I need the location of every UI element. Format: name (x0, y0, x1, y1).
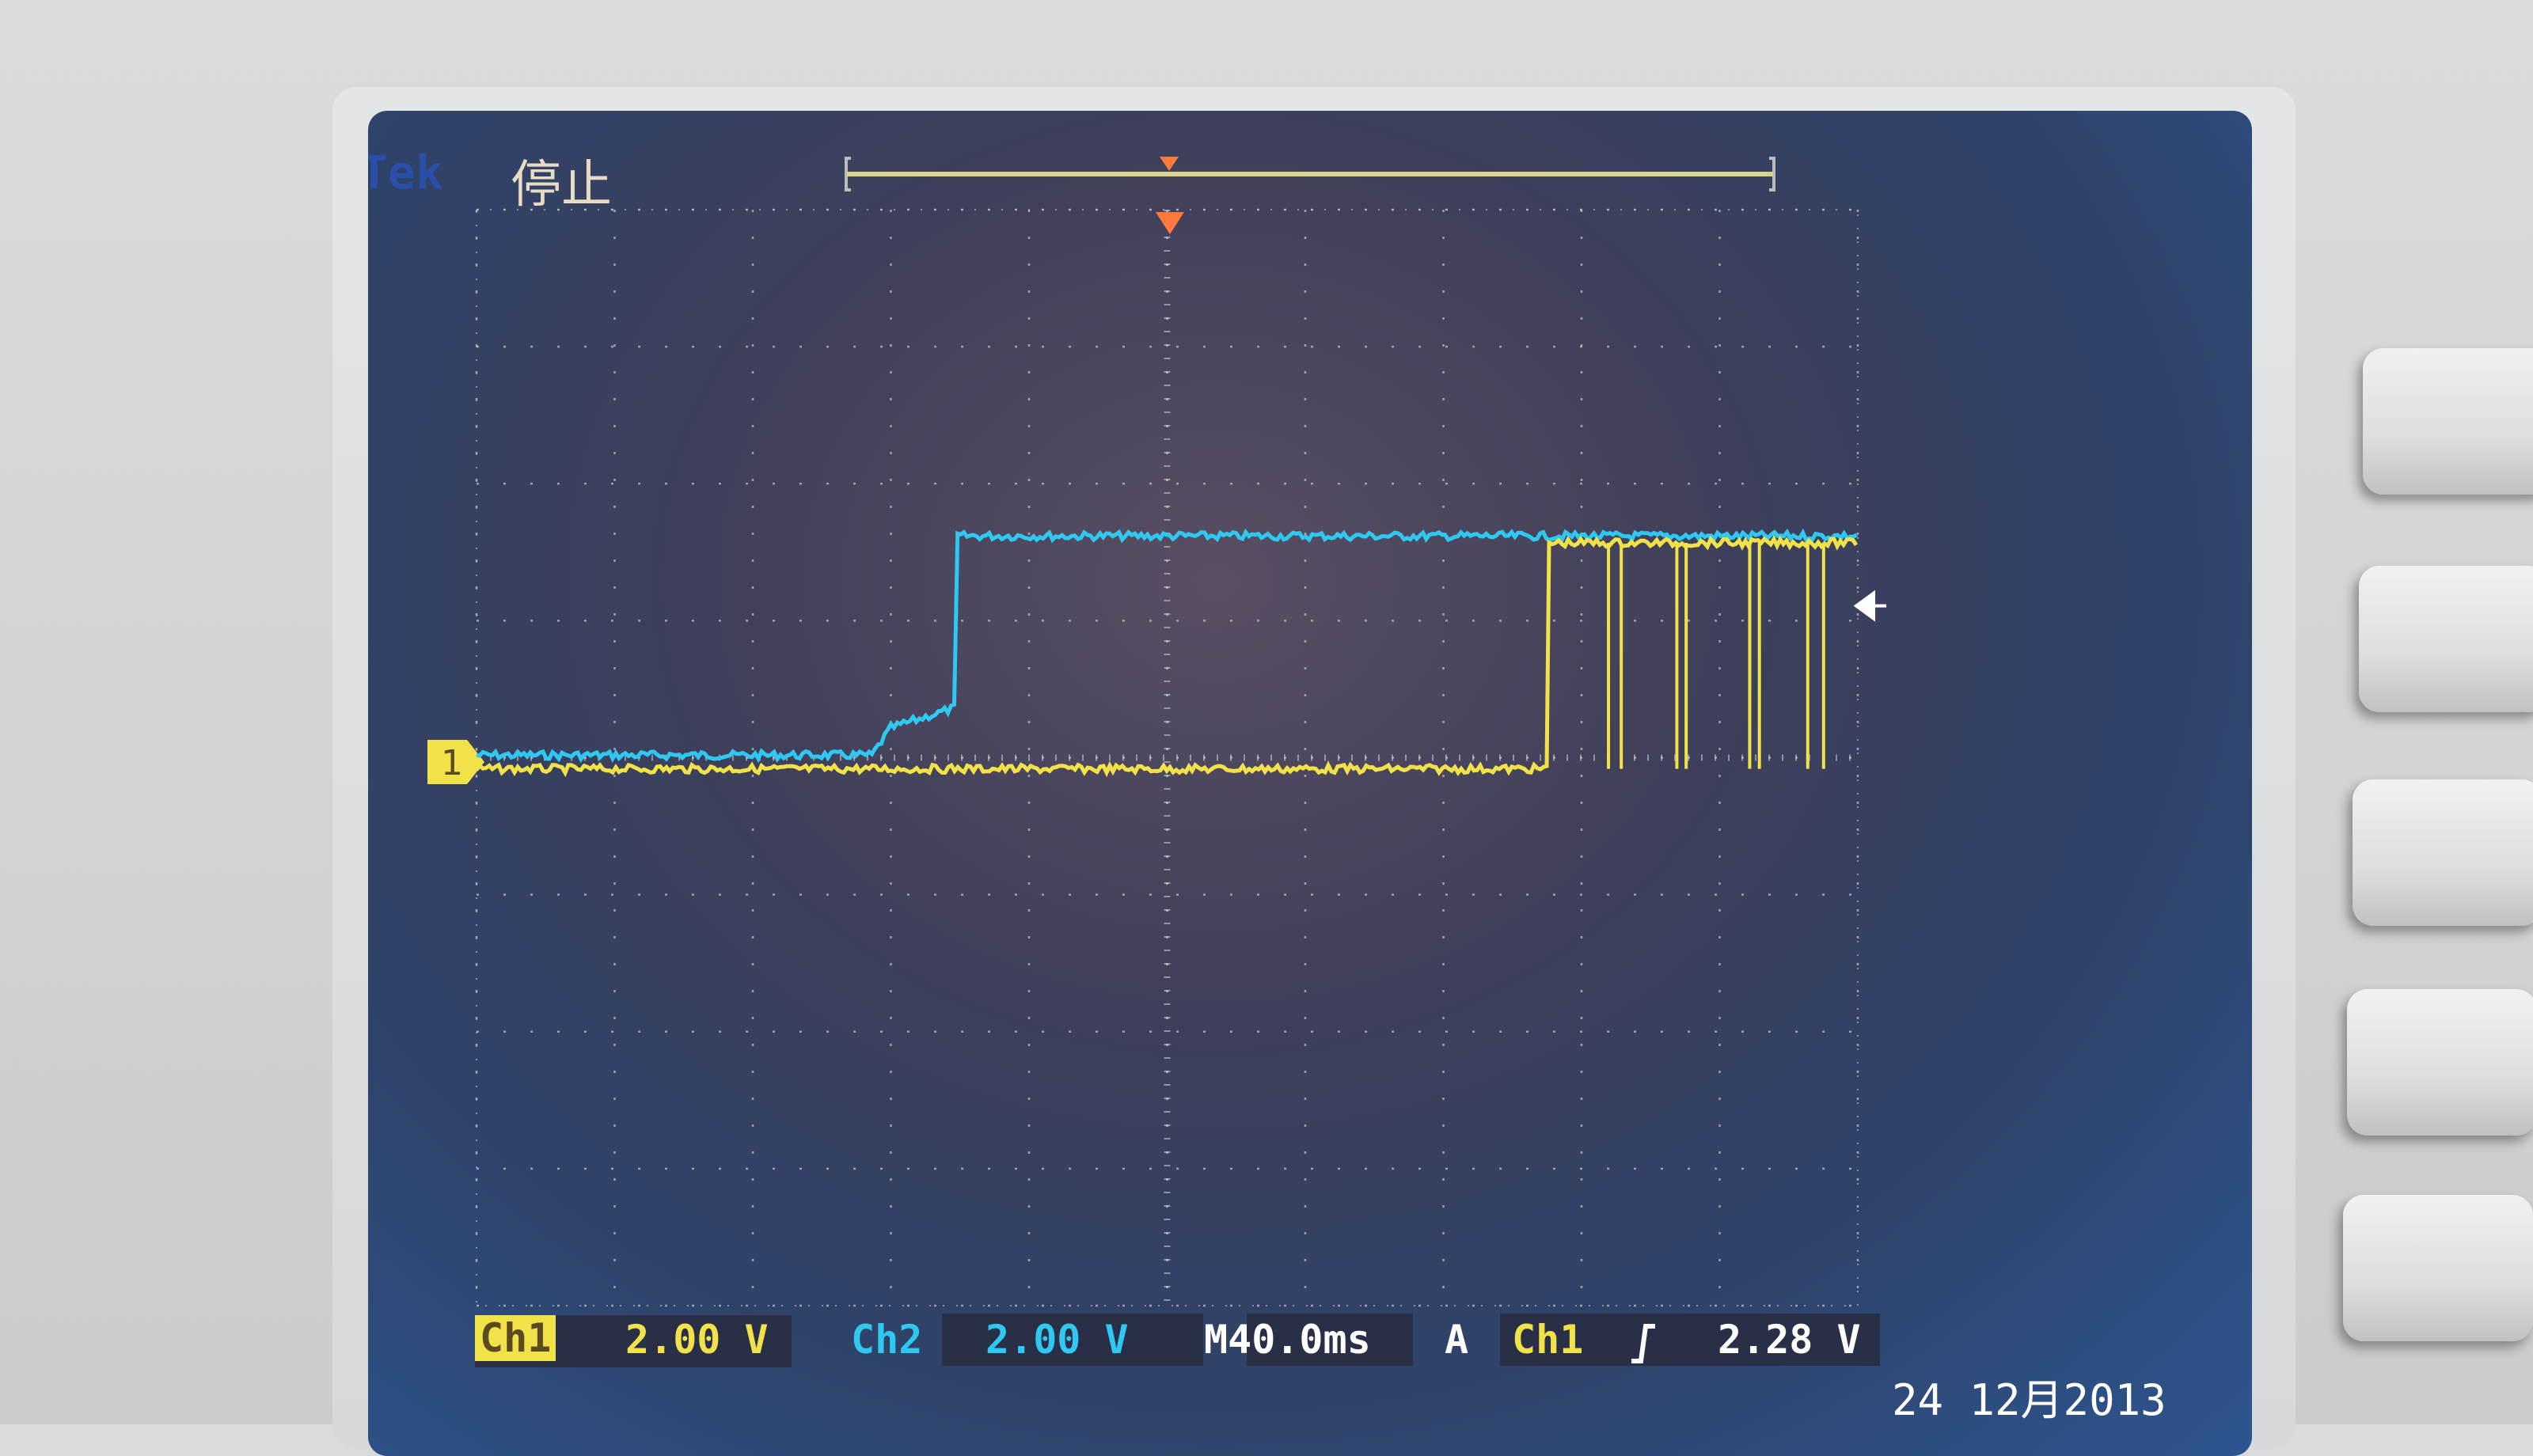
ch2-label[interactable]: Ch2 (851, 1317, 923, 1363)
date: 24 12月2013 (1892, 1375, 2167, 1425)
record-bracket (845, 157, 1775, 191)
ch1-scale: 2.00 V (625, 1317, 769, 1363)
ch1-label[interactable]: Ch1 (475, 1315, 556, 1361)
side-button-2[interactable] (2359, 566, 2533, 712)
ch2-waveform (476, 528, 1858, 764)
side-button-3[interactable] (2353, 779, 2533, 926)
side-button-4[interactable] (2347, 989, 2533, 1136)
trigger-point-icon (1156, 212, 1184, 234)
scope-screen: 1 Tek 停止 Ch1 2.00 V Ch2 2.00 V M40.0ms A… (368, 111, 2252, 1456)
ch1-waveform (474, 534, 1859, 778)
trigger-box (1500, 1314, 1880, 1366)
ch2-readout-box (942, 1314, 1203, 1366)
timebase: M40.0ms (1204, 1317, 1371, 1363)
side-button-5[interactable] (2343, 1195, 2533, 1341)
brand-logo: Tek (368, 146, 443, 199)
ch2-scale: 2.00 V (985, 1317, 1129, 1363)
ch1-ground-marker-label: 1 (441, 743, 463, 783)
trigger-level-arrow-icon (1853, 590, 1886, 622)
trigger-source: Ch1 (1512, 1317, 1584, 1363)
trigger-mode: A (1445, 1317, 1469, 1363)
waveform-display: 1 (427, 157, 1886, 1307)
side-button-1[interactable] (2363, 348, 2533, 495)
rising-edge-icon (1631, 1324, 1655, 1363)
trigger-position-marker-icon (1160, 157, 1179, 171)
ch1-ground-marker (427, 740, 484, 784)
run-state: 停止 (511, 156, 612, 214)
trigger-level: 2.28 V (1718, 1317, 1861, 1363)
timebase-box (1247, 1314, 1413, 1366)
